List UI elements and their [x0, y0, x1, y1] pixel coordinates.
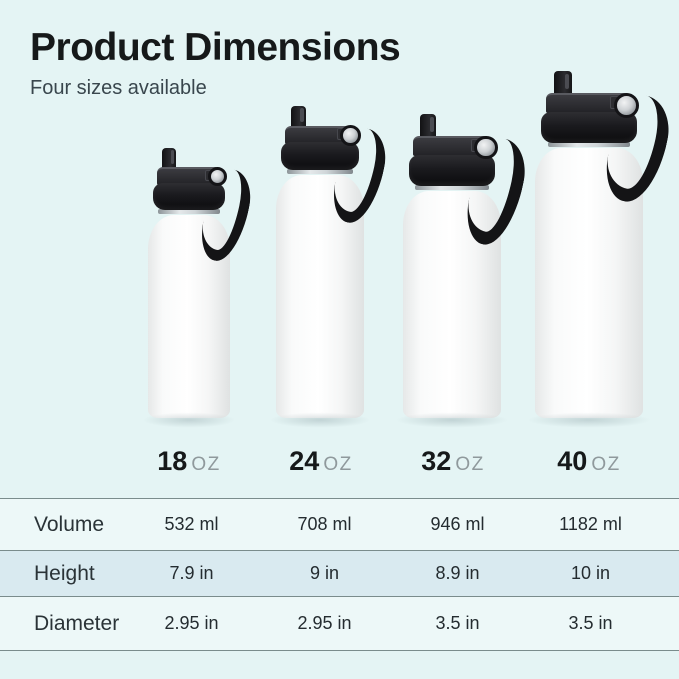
height-32oz: 8.9 in [435, 563, 480, 583]
neck-band [157, 209, 221, 214]
bottle-lid [281, 106, 392, 228]
page-title: Product Dimensions [30, 26, 401, 69]
row-label: Diameter [34, 611, 120, 635]
diameter-40oz: 3.5 in [568, 613, 613, 633]
header: Product Dimensions Four sizes available [30, 26, 401, 100]
bottle-lid [541, 71, 676, 209]
bottle-body [525, 148, 653, 428]
volume-40oz: 1182 ml [559, 514, 622, 534]
volume-32oz: 946 ml [430, 514, 485, 534]
neck-band [414, 185, 490, 190]
bottle-24oz [268, 106, 392, 428]
bottle-32oz [394, 114, 532, 428]
lid-cap [152, 183, 226, 210]
table-row-height: Height 7.9 in 9 in 8.9 in 10 in [0, 551, 679, 597]
dimensions-table: Volume 532 ml 708 ml 946 ml 1182 ml Heig… [0, 498, 679, 651]
height-18oz: 7.9 in [169, 563, 214, 583]
lid-cap [281, 142, 359, 170]
bottle-lid [152, 148, 256, 266]
neck-band [547, 142, 631, 147]
diameter-32oz: 3.5 in [435, 613, 480, 633]
size-label-24oz: 24 OZ [251, 446, 391, 477]
height-40oz: 10 in [570, 563, 611, 583]
lid-rivet [613, 92, 640, 119]
row-label: Volume [34, 512, 105, 536]
size-number: 40 [557, 446, 588, 476]
size-unit: OZ [323, 454, 353, 475]
lid-rivet [474, 135, 498, 159]
size-label-40oz: 40 OZ [519, 446, 659, 477]
lid-cap [541, 112, 637, 143]
bottle-body [140, 215, 238, 428]
volume-18oz: 532 ml [164, 514, 219, 534]
bottle-lineup [140, 71, 676, 428]
bottle-body [268, 175, 372, 428]
size-number: 24 [289, 446, 320, 476]
lid-cap [408, 155, 496, 186]
size-labels: 18 OZ 24 OZ 32 OZ 40 OZ [0, 446, 679, 484]
size-label-18oz: 18 OZ [119, 446, 259, 477]
lid-rivet [207, 166, 228, 187]
size-unit: OZ [591, 454, 621, 475]
table-row-diameter: Diameter 2.95 in 2.95 in 3.5 in 3.5 in [0, 597, 679, 651]
size-number: 32 [421, 446, 452, 476]
size-unit: OZ [191, 454, 221, 475]
bottle-body [394, 191, 510, 428]
bottle-lid [408, 114, 532, 251]
size-label-32oz: 32 OZ [383, 446, 523, 477]
volume-24oz: 708 ml [297, 514, 352, 534]
diameter-24oz: 2.95 in [297, 613, 352, 633]
row-label: Height [34, 561, 95, 585]
lid-rivet [340, 125, 362, 147]
bottle-18oz [140, 148, 256, 428]
size-number: 18 [157, 446, 188, 476]
diameter-18oz: 2.95 in [164, 613, 219, 633]
bottle-40oz [525, 71, 676, 428]
neck-band [286, 169, 354, 174]
page-subtitle: Four sizes available [30, 77, 207, 99]
height-24oz: 9 in [309, 563, 340, 583]
table-row-volume: Volume 532 ml 708 ml 946 ml 1182 ml [0, 499, 679, 551]
size-unit: OZ [455, 454, 485, 475]
